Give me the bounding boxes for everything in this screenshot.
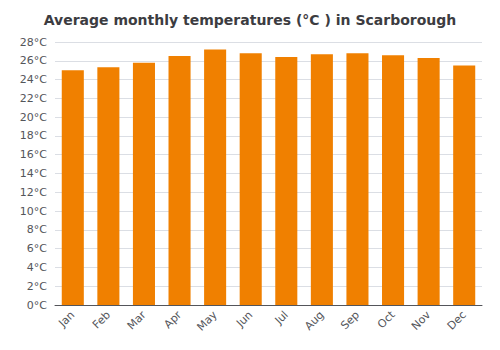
svg-text:Average monthly temperatures (: Average monthly temperatures (°C ) in Sc… [44,12,457,28]
svg-text:Aug: Aug [302,308,326,332]
svg-text:20°C: 20°C [20,111,47,124]
svg-text:Oct: Oct [375,308,398,331]
svg-text:28°C: 28°C [20,36,47,49]
svg-text:Sep: Sep [338,308,362,332]
svg-text:16°C: 16°C [20,148,47,161]
svg-text:22°C: 22°C [20,92,47,105]
svg-text:Jan: Jan [56,308,78,330]
svg-text:Jun: Jun [233,308,255,330]
svg-text:12°C: 12°C [20,186,47,199]
svg-text:Mar: Mar [125,308,149,332]
svg-text:26°C: 26°C [20,54,47,67]
svg-text:8°C: 8°C [27,223,47,236]
svg-text:Nov: Nov [409,308,434,333]
svg-text:0°C: 0°C [27,299,47,312]
svg-text:10°C: 10°C [20,205,47,218]
svg-text:6°C: 6°C [27,242,47,255]
svg-text:14°C: 14°C [20,167,47,180]
svg-text:24°C: 24°C [20,73,47,86]
svg-text:Dec: Dec [445,308,469,332]
svg-text:18°C: 18°C [20,129,47,142]
svg-text:May: May [194,308,220,334]
svg-text:4°C: 4°C [27,261,47,274]
svg-text:Apr: Apr [161,308,184,331]
svg-text:2°C: 2°C [27,280,47,293]
svg-text:Feb: Feb [90,308,113,331]
svg-text:Jul: Jul [272,308,291,327]
